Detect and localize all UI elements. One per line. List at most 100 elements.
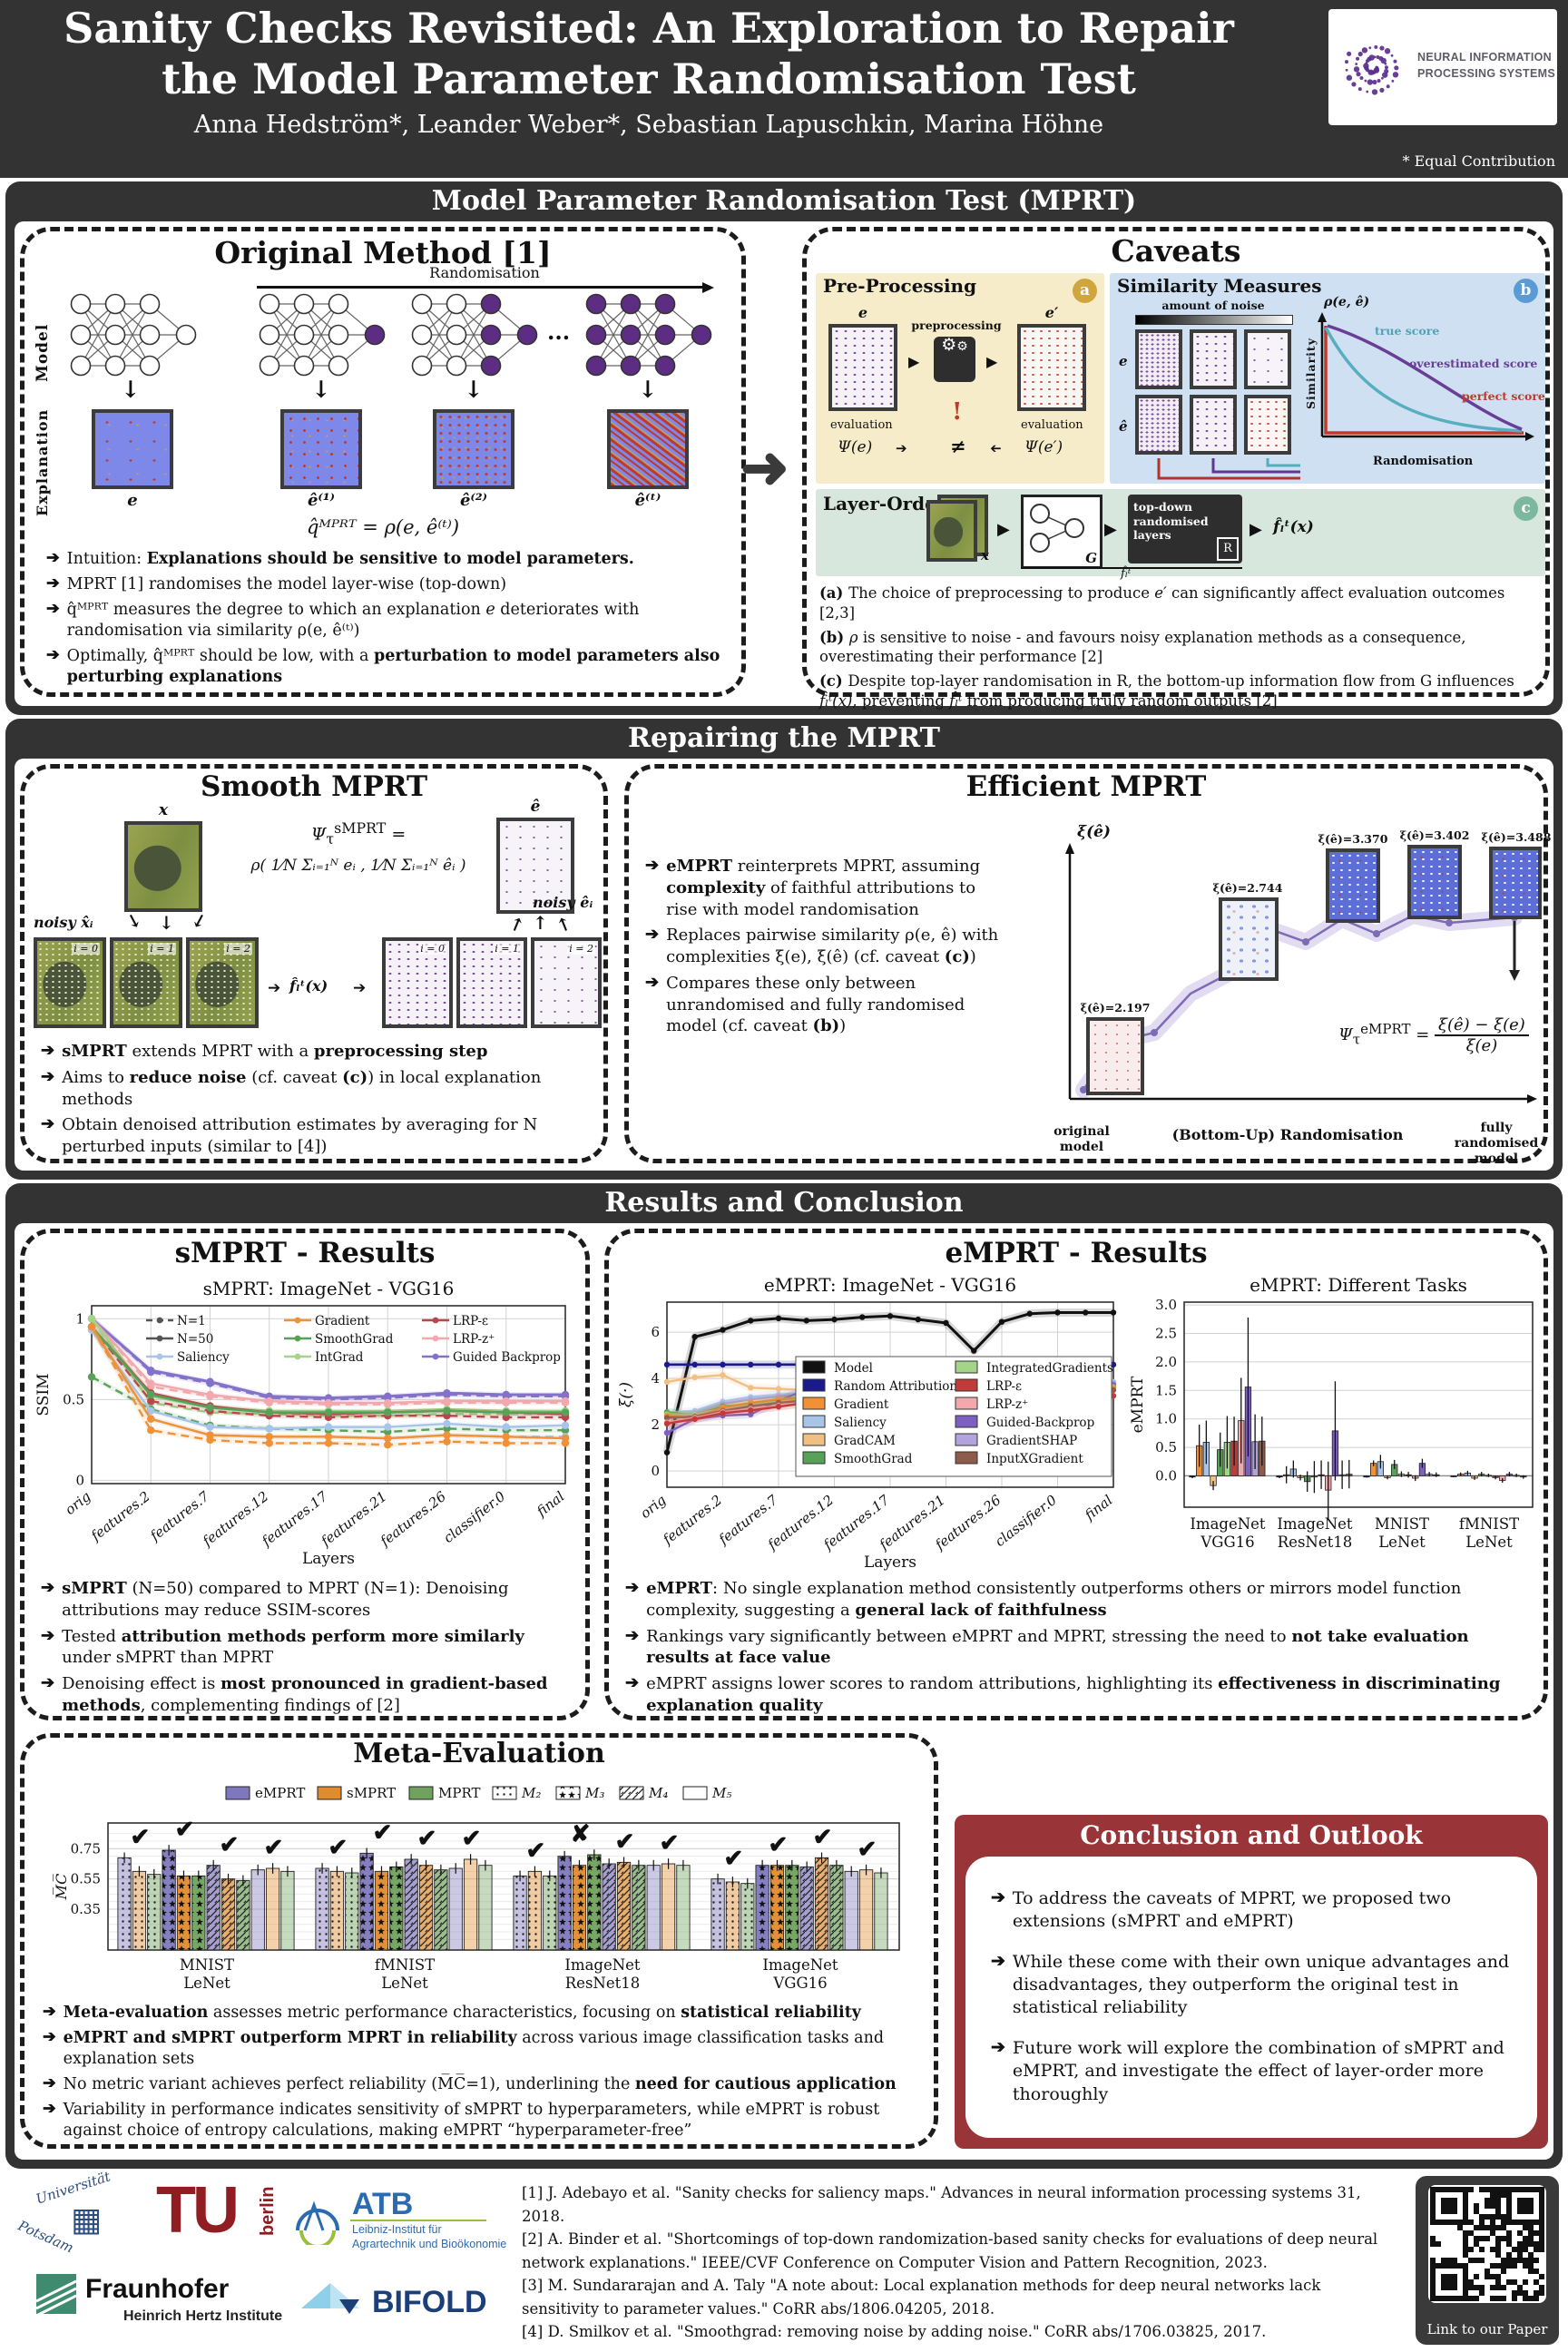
emprt-results-panel: eMPRT - Results orig features.2 features.7…: [604, 1229, 1548, 1720]
bullet-arrow-icon: ➔: [41, 1673, 55, 1692]
sim-heatmap: [1244, 395, 1291, 455]
bullet-arrow-icon: ➔: [41, 1625, 55, 1645]
meta-evaluation-panel: Meta-Evaluation 0.35 0.55 0.75 M̅C̅ eMPRT sMP…: [20, 1733, 938, 2149]
bullet: ➔ No metric variant achieves perfect reli…: [43, 2074, 921, 2095]
svg-text:ξ(·): ξ(·): [617, 1382, 635, 1407]
svg-text:features.2: features.2: [659, 1492, 725, 1548]
bullet: ➔ q̂ᴹᴾᴿᵀ measures the degree to which an …: [46, 600, 725, 642]
svg-text:sMPRT: ImageNet - VGG16: sMPRT: ImageNet - VGG16: [203, 1278, 455, 1299]
noise-gradient-bar: [1135, 315, 1293, 325]
e-prime-label: e′: [1044, 304, 1059, 321]
preprocessing-step-label: preprocessing: [911, 318, 1002, 332]
x-axis-right-label: fully randomised model: [1454, 1121, 1539, 1166]
bullet: ➔ eMPRT reinterprets MPRT, assuming compl…: [645, 856, 981, 919]
uni-potsdam-logo: Universität Potsdam ▦: [13, 2168, 158, 2263]
svg-text:N=50: N=50: [177, 1332, 213, 1347]
atb-sub1: Leibniz-Institut für: [352, 2223, 442, 2236]
x-label: x: [981, 547, 989, 564]
svg-text:GradientSHAP: GradientSHAP: [986, 1434, 1077, 1448]
right-arrow-icon: ▶: [1250, 520, 1262, 539]
tu-text: TU: [156, 2174, 240, 2247]
svg-text:eMPRT: eMPRT: [1129, 1376, 1147, 1433]
section-mprt: Model Parameter Randomisation Test (MPRT…: [5, 181, 1563, 715]
g-network-box: G: [1021, 495, 1102, 569]
emprt-tasks-chart: 0.0 0.5 1.0 1.5 2.0 2.5 3.0 eMPRT: Different Ta…: [1129, 1274, 1534, 1551]
svg-text:LRP-ε: LRP-ε: [453, 1314, 488, 1328]
bullet-arrow-icon: ➔: [41, 1578, 55, 1597]
header: Sanity Checks Revisited: An Exploration …: [0, 0, 1568, 178]
svg-text:features.21: features.21: [318, 1488, 390, 1550]
svg-text:M₃: M₃: [584, 1785, 604, 1801]
svg-text:✔: ✔: [131, 1824, 151, 1851]
bullet-arrow-icon: ➔: [625, 1673, 640, 1692]
svg-text:InputXGradient: InputXGradient: [986, 1452, 1083, 1466]
badge-b: b: [1514, 279, 1538, 303]
svg-text:2.0: 2.0: [1155, 1354, 1177, 1370]
svg-text:✔: ✔: [417, 1826, 437, 1853]
svg-text:VGG16: VGG16: [772, 1975, 827, 1992]
explanation-heatmap-et: [607, 409, 689, 489]
svg-text:eMPRT: eMPRT: [255, 1785, 305, 1801]
footer: Universität Potsdam ▦ TU berlin ATB Leib…: [0, 2168, 1568, 2352]
up-arrow-icon: ↑: [553, 911, 575, 938]
bullet: ➔ Obtain denoised attribution estimates b…: [41, 1114, 538, 1156]
efficient-mprt-panel: Efficient MPRT ➔ eMPRT reinterprets MPRT,…: [624, 764, 1551, 1166]
meta-bullets: ➔ Meta-evaluation assesses metric perform…: [43, 2003, 921, 2147]
atb-underline: [350, 2220, 486, 2221]
svg-text:✔: ✔: [724, 1845, 744, 1872]
similarity-plot: [1318, 312, 1534, 441]
fraunhofer-text: Fraunhofer: [85, 2274, 230, 2304]
svg-text:✔: ✔: [858, 1836, 877, 1863]
ellipsis: ...: [547, 318, 571, 345]
svg-text:eMPRT: Different Tasks: eMPRT: Different Tasks: [1250, 1274, 1467, 1296]
caveat-notes: (a) The choice of preprocessing to produ…: [819, 583, 1534, 716]
svg-text:M̅C̅: M̅C̅: [52, 1874, 70, 1901]
rho-label: ρ(e, ê): [1324, 295, 1370, 309]
sim-heatmap: [1135, 329, 1182, 389]
svg-text:final: final: [533, 1488, 567, 1520]
original-method-bullets: ➔ Intuition: Explanations should be sensi…: [46, 549, 725, 693]
right-arrow-icon: ➔: [896, 440, 907, 456]
qr-link-box[interactable]: Link to our Paper: [1416, 2176, 1559, 2345]
svg-text:✔: ✔: [264, 1835, 284, 1862]
ehat-heatmap: [496, 818, 574, 914]
smprt-results-panel: sMPRT - Results orig features.2 features.7…: [20, 1229, 590, 1720]
bullet-arrow-icon: ➔: [625, 1578, 640, 1597]
svg-text:N=1: N=1: [177, 1314, 206, 1328]
network-rand1-icon: [259, 293, 386, 377]
section-repair-title: Repairing the MPRT: [628, 722, 940, 754]
svg-text:SmoothGrad: SmoothGrad: [315, 1332, 394, 1347]
r-label: R: [1217, 537, 1239, 561]
right-arrow-icon: ▶: [986, 353, 998, 370]
svg-text:✔: ✔: [769, 1831, 789, 1858]
svg-text:IntegratedGradients: IntegratedGradients: [986, 1361, 1113, 1376]
bullet-arrow-icon: ➔: [991, 2037, 1005, 2058]
svg-text:0.75: 0.75: [71, 1840, 101, 1857]
svg-text:0: 0: [75, 1472, 84, 1488]
svg-text:LRP-z⁺: LRP-z⁺: [986, 1397, 1028, 1412]
svg-text:ImageNet: ImageNet: [1277, 1515, 1353, 1533]
noisy-photo-2: i = 2: [186, 937, 259, 1028]
bullet-arrow-icon: ➔: [625, 1625, 640, 1645]
smprt-chart: origfeatures.2features.7features.12featu…: [34, 1278, 570, 1567]
bullet: ➔ Tested attribution methods perform more…: [41, 1625, 524, 1668]
layer-order-label: Layer-Order: [823, 493, 946, 514]
svg-text:features.2: features.2: [87, 1488, 153, 1544]
bullet: ➔ Meta-evaluation assesses metric perform…: [43, 2003, 921, 2024]
bullet-arrow-icon: ➔: [46, 574, 60, 593]
reference: [2] A. Binder et al. "Shortcomings of to…: [522, 2230, 1378, 2271]
input-photo: [926, 500, 977, 562]
e-label: e: [127, 491, 138, 510]
true-score-label: true score: [1375, 324, 1440, 338]
svg-text:✔: ✔: [813, 1824, 833, 1851]
svg-text:ResNet18: ResNet18: [1278, 1534, 1352, 1551]
preprocessing-label: Pre-Processing: [823, 275, 977, 297]
bullet: ➔ Compares these only between unrandomise…: [645, 972, 965, 1036]
potsdam-text2: Potsdam: [15, 2217, 76, 2257]
evaluation-label: evaluation: [1021, 418, 1083, 432]
svg-text:0.5: 0.5: [63, 1391, 84, 1407]
svg-text:0: 0: [651, 1463, 660, 1479]
svg-text:VGG16: VGG16: [1200, 1534, 1254, 1551]
complexity-thumb-2: [1219, 897, 1279, 981]
smooth-mprt-title: Smooth MPRT: [200, 770, 428, 803]
